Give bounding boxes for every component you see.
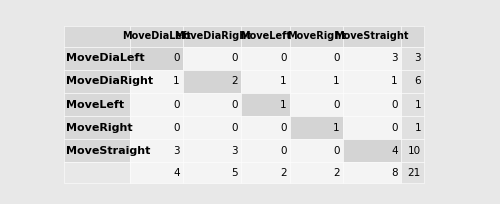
Text: MoveDiaLeft: MoveDiaLeft bbox=[66, 53, 145, 63]
Bar bbox=[290, 93, 343, 116]
Bar bbox=[290, 26, 343, 47]
Bar bbox=[130, 162, 183, 183]
Text: 0: 0 bbox=[232, 53, 238, 63]
Text: 0: 0 bbox=[333, 146, 340, 156]
Bar bbox=[342, 93, 401, 116]
Text: 8: 8 bbox=[391, 168, 398, 178]
Text: 2: 2 bbox=[280, 168, 287, 178]
Text: MoveStraight: MoveStraight bbox=[66, 146, 151, 156]
Bar bbox=[130, 93, 183, 116]
Text: MoveDiaLeft: MoveDiaLeft bbox=[122, 31, 191, 41]
Bar bbox=[241, 26, 290, 47]
Text: 5: 5 bbox=[232, 168, 238, 178]
Bar bbox=[183, 70, 241, 93]
Bar bbox=[342, 47, 401, 70]
Text: MoveLeft: MoveLeft bbox=[240, 31, 291, 41]
Bar bbox=[64, 26, 130, 47]
Bar bbox=[64, 47, 130, 70]
Text: 21: 21 bbox=[408, 168, 421, 178]
Text: 1: 1 bbox=[333, 76, 340, 86]
Bar bbox=[183, 162, 241, 183]
Bar bbox=[64, 70, 130, 93]
Bar bbox=[290, 116, 343, 139]
Text: 0: 0 bbox=[174, 123, 180, 133]
Bar bbox=[342, 139, 401, 162]
Bar bbox=[130, 26, 183, 47]
Text: 0: 0 bbox=[280, 53, 287, 63]
Bar bbox=[401, 139, 424, 162]
Text: MoveStraight: MoveStraight bbox=[334, 31, 409, 41]
Bar bbox=[241, 116, 290, 139]
Bar bbox=[64, 93, 130, 116]
Bar bbox=[401, 162, 424, 183]
Bar bbox=[241, 162, 290, 183]
Bar bbox=[64, 139, 130, 162]
Text: MoveRight: MoveRight bbox=[66, 123, 133, 133]
Text: 3: 3 bbox=[391, 53, 398, 63]
Text: 1: 1 bbox=[414, 123, 421, 133]
Text: 0: 0 bbox=[174, 53, 180, 63]
Text: 0: 0 bbox=[333, 100, 340, 110]
Text: 1: 1 bbox=[414, 100, 421, 110]
Bar bbox=[241, 139, 290, 162]
Bar bbox=[130, 47, 183, 70]
Bar bbox=[183, 93, 241, 116]
Text: MoveRight: MoveRight bbox=[287, 31, 346, 41]
Bar bbox=[241, 70, 290, 93]
Bar bbox=[183, 139, 241, 162]
Bar bbox=[183, 26, 241, 47]
Bar bbox=[401, 93, 424, 116]
Bar bbox=[342, 162, 401, 183]
Text: 0: 0 bbox=[333, 53, 340, 63]
Text: 0: 0 bbox=[280, 123, 287, 133]
Bar bbox=[401, 47, 424, 70]
Bar bbox=[290, 47, 343, 70]
Bar bbox=[290, 70, 343, 93]
Text: MoveLeft: MoveLeft bbox=[66, 100, 124, 110]
Bar bbox=[130, 139, 183, 162]
Text: 0: 0 bbox=[232, 100, 238, 110]
Bar bbox=[130, 116, 183, 139]
Bar bbox=[241, 93, 290, 116]
Bar bbox=[401, 70, 424, 93]
Text: MoveDiaRight: MoveDiaRight bbox=[66, 76, 154, 86]
Text: 1: 1 bbox=[333, 123, 340, 133]
Text: 1: 1 bbox=[280, 76, 287, 86]
Text: 2: 2 bbox=[232, 76, 238, 86]
Text: 1: 1 bbox=[174, 76, 180, 86]
Bar bbox=[401, 26, 424, 47]
Text: 1: 1 bbox=[391, 76, 398, 86]
Bar bbox=[342, 116, 401, 139]
Bar bbox=[183, 47, 241, 70]
Bar bbox=[290, 162, 343, 183]
Text: MoveDiaRight: MoveDiaRight bbox=[174, 31, 250, 41]
Text: 0: 0 bbox=[391, 100, 398, 110]
Bar bbox=[342, 26, 401, 47]
Text: 6: 6 bbox=[414, 76, 421, 86]
Text: 0: 0 bbox=[232, 123, 238, 133]
Text: 0: 0 bbox=[391, 123, 398, 133]
Text: 4: 4 bbox=[174, 168, 180, 178]
Text: 2: 2 bbox=[333, 168, 340, 178]
Bar bbox=[183, 116, 241, 139]
Bar bbox=[241, 47, 290, 70]
Text: 10: 10 bbox=[408, 146, 421, 156]
Text: 3: 3 bbox=[232, 146, 238, 156]
Text: 1: 1 bbox=[280, 100, 287, 110]
Text: 3: 3 bbox=[414, 53, 421, 63]
Bar bbox=[401, 116, 424, 139]
Bar bbox=[130, 70, 183, 93]
Bar bbox=[64, 116, 130, 139]
Bar bbox=[342, 70, 401, 93]
Text: 0: 0 bbox=[280, 146, 287, 156]
Bar bbox=[64, 162, 130, 183]
Text: 4: 4 bbox=[391, 146, 398, 156]
Text: 3: 3 bbox=[174, 146, 180, 156]
Bar bbox=[290, 139, 343, 162]
Text: 0: 0 bbox=[174, 100, 180, 110]
